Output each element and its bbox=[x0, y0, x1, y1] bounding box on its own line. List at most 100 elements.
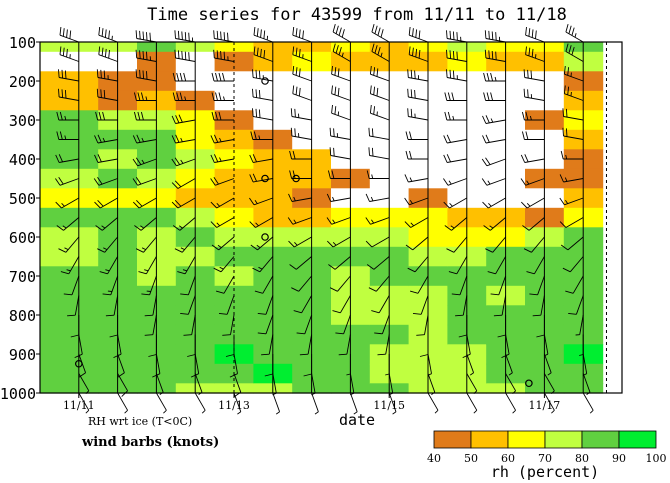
wind-barb-flag bbox=[177, 50, 180, 59]
wind-barb-flag bbox=[69, 30, 72, 39]
wind-barb-flag bbox=[148, 354, 157, 357]
wind-barb-flag bbox=[97, 177, 103, 185]
wind-barb-half-flag bbox=[258, 266, 263, 270]
wind-barb-flag bbox=[446, 49, 448, 59]
wind-barb-flag bbox=[215, 111, 218, 121]
rh-note: RH wrt ice (T<0C) bbox=[88, 415, 192, 428]
wind-barb-flag bbox=[373, 106, 376, 115]
wind-barb-flag bbox=[376, 68, 379, 77]
wind-barb-flag bbox=[415, 48, 418, 58]
wind-barb-flag bbox=[410, 108, 413, 118]
wind-barb-flag bbox=[405, 131, 409, 140]
wind-barb-flag bbox=[481, 178, 488, 186]
wind-barb-flag bbox=[374, 25, 378, 34]
wind-barb-flag bbox=[184, 32, 187, 41]
wind-barb-flag bbox=[255, 69, 258, 79]
x-tick-label: 11/17 bbox=[529, 399, 561, 412]
calm-marker bbox=[261, 77, 269, 85]
wind-barb-staff bbox=[385, 334, 390, 355]
wind-barb-half-flag bbox=[64, 135, 67, 140]
wind-barb-flag bbox=[255, 89, 258, 98]
wind-barb-half-flag bbox=[237, 411, 242, 415]
wind-barb-half-flag bbox=[254, 199, 258, 204]
wind-barb-flag bbox=[252, 108, 254, 117]
wind-barb-flag bbox=[446, 248, 455, 253]
wind-barb-staff bbox=[388, 373, 394, 394]
wind-barb-flag bbox=[56, 131, 60, 140]
wind-barb-flag bbox=[559, 197, 565, 206]
wind-barb-flag bbox=[567, 86, 570, 95]
wind-barb-flag bbox=[407, 69, 409, 78]
rh-cell bbox=[214, 227, 254, 248]
wind-barb-staff bbox=[337, 275, 351, 292]
wind-barb-staff bbox=[582, 392, 594, 411]
wind-barb-staff bbox=[495, 256, 506, 275]
wind-barb-half-flag bbox=[508, 372, 513, 376]
wind-barb-flag bbox=[174, 199, 182, 207]
wind-barb-flag bbox=[559, 174, 564, 183]
wind-barb-flag bbox=[484, 30, 487, 39]
wind-barb-staff bbox=[272, 373, 277, 394]
wind-barb-flag bbox=[289, 150, 293, 160]
wind-barb-flag bbox=[331, 85, 333, 94]
wind-barb-flag bbox=[220, 50, 222, 60]
wind-barb-flag bbox=[102, 111, 106, 121]
wind-barb-flag bbox=[525, 26, 527, 36]
wind-barb-flag bbox=[97, 248, 105, 253]
wind-barb-flag bbox=[132, 135, 138, 144]
wind-barb-flag bbox=[135, 49, 138, 59]
wind-barb-flag bbox=[443, 135, 448, 144]
wind-barb-flag bbox=[289, 170, 293, 179]
wind-barb-flag bbox=[102, 293, 111, 296]
wind-barb-flag bbox=[210, 201, 218, 209]
wind-barb-flag bbox=[257, 312, 267, 315]
wind-barb-flag bbox=[446, 30, 448, 39]
wind-barb-staff bbox=[349, 392, 358, 412]
wind-barb-flag bbox=[252, 69, 254, 78]
wind-barb-half-flag bbox=[490, 118, 494, 123]
wind-barb-staff bbox=[525, 34, 545, 43]
wind-barb-flag bbox=[66, 48, 68, 58]
wind-barb-staff bbox=[575, 295, 584, 315]
wind-barb-flag bbox=[522, 225, 530, 231]
rh-cell bbox=[214, 168, 254, 189]
wind-barb-flag bbox=[523, 248, 532, 253]
wind-barb-flag bbox=[95, 111, 99, 121]
wind-barb-flag bbox=[213, 134, 219, 143]
wind-barb-flag bbox=[188, 52, 190, 61]
wind-barb-flag bbox=[172, 72, 176, 82]
wind-barb-half-flag bbox=[216, 202, 221, 207]
wind-barb-staff bbox=[579, 314, 584, 335]
wind-barb-flag bbox=[171, 201, 179, 209]
wind-barb-flag bbox=[326, 217, 332, 225]
wind-barb-flag bbox=[222, 72, 225, 82]
wind-barb-flag bbox=[223, 51, 226, 60]
wind-barb-half-flag bbox=[314, 411, 319, 415]
wind-barb-flag bbox=[527, 69, 529, 79]
wind-barb-flag bbox=[141, 293, 150, 296]
rh-cell bbox=[40, 227, 99, 248]
wind-barb-flag bbox=[490, 92, 494, 101]
wind-barb-flag bbox=[67, 314, 76, 317]
wind-barb-flag bbox=[210, 221, 218, 228]
y-tick-label: 100 bbox=[9, 34, 36, 52]
wind-barb-half-flag bbox=[85, 409, 90, 414]
wind-barb-flag bbox=[133, 111, 137, 121]
wind-barb-flag bbox=[109, 334, 118, 338]
wind-barb-staff bbox=[466, 373, 478, 392]
wind-barb-flag bbox=[405, 150, 409, 160]
wind-barb-flag bbox=[258, 89, 261, 99]
wind-barb-flag bbox=[414, 70, 416, 79]
wind-barb-flag bbox=[225, 354, 235, 357]
calm-marker bbox=[261, 233, 269, 241]
colorbar-tick-label: 100 bbox=[646, 452, 667, 465]
wind-barb-flag bbox=[369, 65, 372, 75]
wind-barb-staff bbox=[371, 31, 390, 43]
wind-barb-flag bbox=[176, 72, 180, 82]
wind-barb-flag bbox=[133, 92, 137, 101]
wind-barb-flag bbox=[218, 111, 222, 121]
wind-barb-staff bbox=[152, 295, 157, 316]
wind-barb-flag bbox=[59, 26, 62, 36]
